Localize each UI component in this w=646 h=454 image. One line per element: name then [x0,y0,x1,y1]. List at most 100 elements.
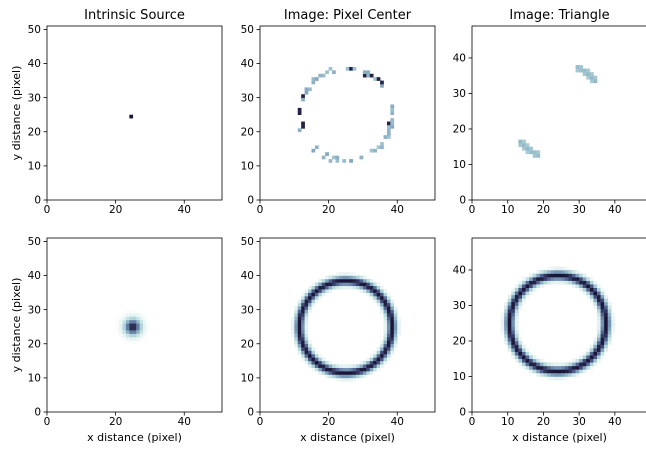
heatmap-cell [390,330,395,334]
heatmap-cell [550,273,555,278]
panel-2: 0 20 40 0 10 20 30 40 50 Image: Pixel Center [241,8,436,216]
heatmap-cell [359,275,364,280]
heatmap-cell [146,323,151,327]
heatmap-cell [504,323,509,328]
heatmap-cell [369,292,374,297]
heatmap-cell [373,364,377,368]
heatmap-cell [514,294,519,299]
heatmap-cell [393,306,398,310]
heatmap-cell [311,285,316,290]
heatmap-cell [308,306,312,310]
heatmap-cell [304,289,309,293]
heatmap-cell [586,287,591,292]
heatmap-cell [122,319,127,324]
heatmap-cell [600,326,605,331]
heatmap-cell [318,282,323,287]
heatmap-cell [143,316,147,321]
heatmap-cell [311,364,316,368]
heatmap-cell [318,367,323,372]
heatmap-cell [539,284,544,289]
heatmap-cell [335,377,340,382]
heatmap-cell [332,371,336,375]
heatmap-cell [586,351,591,356]
heatmap-cell [314,282,319,287]
heatmap-cell [349,364,353,368]
heatmap-cell [139,336,144,341]
y-tick-label: 10 [28,161,41,173]
heatmap-cell [290,330,295,334]
heatmap-cell [366,289,371,293]
y-tick-label: 20 [28,338,41,350]
y-tick-label: 30 [241,92,254,104]
heatmap-cell [132,323,137,327]
y-tick-label: 40 [453,53,466,65]
heatmap-cell [314,292,319,297]
heatmap-cell [390,323,395,327]
heatmap-cell [597,348,601,352]
heatmap-cell [321,357,326,362]
heatmap-cell [554,372,559,377]
heatmap-cell [557,277,562,281]
heatmap-cell [386,330,391,334]
heatmap-cell [311,360,316,365]
heatmap-cell [547,369,551,374]
heatmap-cell [607,309,612,313]
heatmap-cell [301,319,305,324]
heatmap-cell [597,301,601,306]
heatmap-cell [518,298,523,303]
heatmap-cell [604,348,609,352]
heatmap-cell [318,278,323,283]
heatmap-cell [373,296,377,300]
heatmap-cell [543,269,548,274]
heatmap-cell [362,364,367,368]
heatmap-cell [369,360,374,365]
heatmap-cell [122,330,127,334]
heatmap-cell [380,145,384,150]
x-axis-label: x distance (pixel) [512,431,607,444]
heatmap-cell [597,294,601,299]
heatmap-cell [597,351,601,356]
heatmap-cell [122,326,127,331]
heatmap-cell [564,365,569,370]
heatmap-cell [294,319,299,324]
heatmap-cell [318,73,323,78]
heatmap-cell [604,298,609,303]
heatmap-cell [380,360,384,365]
heatmap-cell [390,118,395,122]
heatmap-cell [536,150,541,155]
heatmap-cell [297,302,302,307]
heatmap-cell [143,333,147,338]
heatmap-cell [342,282,347,287]
heatmap-cell [514,305,519,310]
heatmap-cell [514,326,519,331]
heatmap-cell [122,316,127,321]
heatmap-cell [386,135,391,139]
heatmap-cell [311,347,316,351]
heatmap-cell [593,287,598,292]
heatmap-cell [390,347,395,351]
heatmap-cell [561,280,566,285]
y-tick-label: 10 [241,373,254,385]
heatmap-cell [522,291,526,296]
heatmap-cell [511,319,516,324]
heatmap-cell [529,369,534,374]
heatmap-cell [136,313,140,317]
heatmap-cell [383,316,388,321]
heatmap-cell [504,333,509,338]
heatmap-cell [564,269,569,274]
heatmap-cell [514,348,519,352]
heatmap-cell [575,362,580,367]
heatmap-cell [146,326,151,331]
heatmap-cell [539,362,544,367]
heatmap-cell [301,350,305,355]
heatmap-cell [345,275,350,280]
heatmap-cell [321,282,326,287]
heatmap-cell [304,87,309,92]
y-tick-label: 30 [453,88,466,100]
heatmap-cell [301,333,305,338]
heatmap-cell [349,66,353,71]
heatmap-cell [547,280,551,285]
heatmap-cell [383,292,388,297]
heatmap-cell [507,344,512,349]
